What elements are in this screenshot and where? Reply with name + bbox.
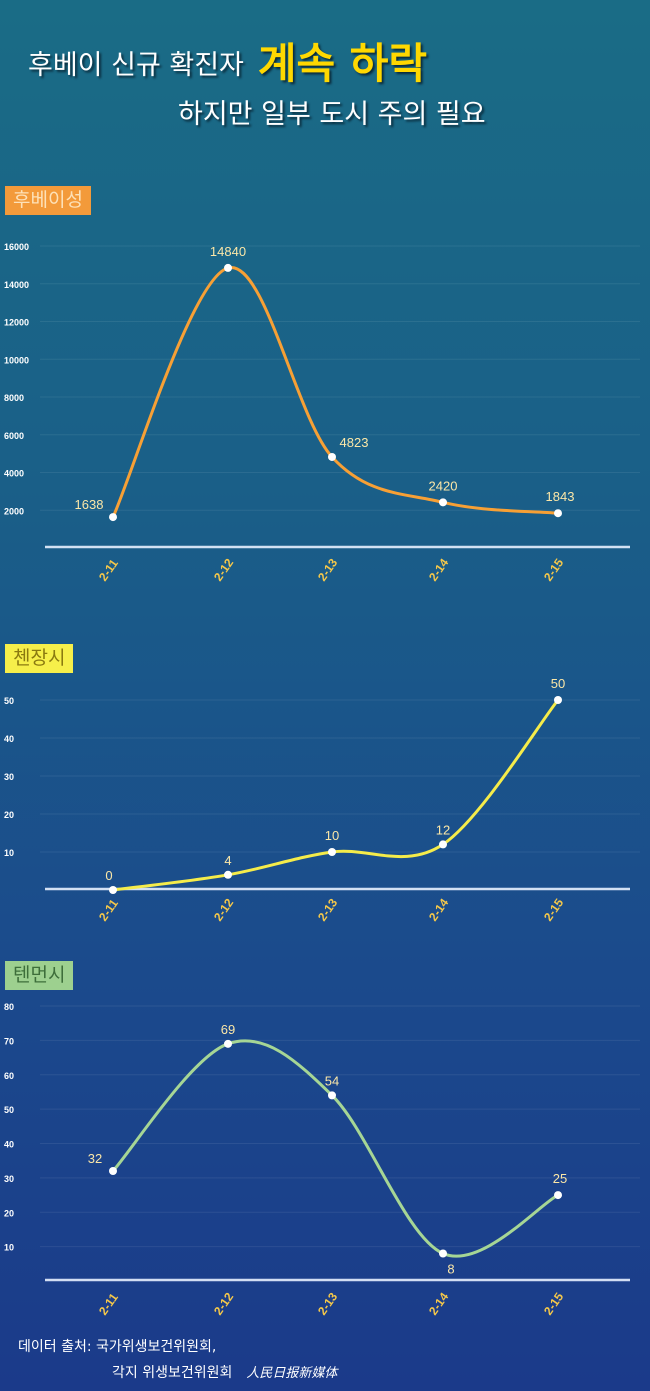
data-point <box>554 1191 562 1200</box>
data-point <box>109 886 117 894</box>
x-tick-label: 2-12 <box>211 556 236 584</box>
data-label: 25 <box>553 1171 567 1186</box>
data-label: 54 <box>325 1073 339 1088</box>
y-tick-label: 20 <box>4 1208 14 1218</box>
data-point <box>554 696 562 704</box>
data-point <box>109 1167 117 1175</box>
source-note: 데이터 출처: 국가위생보건위원회, 각지 위생보건위원회 人民日报新媒体 <box>18 1334 337 1387</box>
chart-title-qianjiang: 첸장시 <box>5 644 74 673</box>
data-label: 1843 <box>546 489 575 504</box>
data-point <box>439 498 447 507</box>
y-tick-label: 50 <box>4 1105 14 1115</box>
headline: 후베이 신규 확진자 계속 하락 <box>28 30 427 91</box>
x-tick-label: 2-14 <box>426 556 451 584</box>
x-tick-label: 2-13 <box>315 896 340 924</box>
x-tick-label: 2-14 <box>426 1290 451 1318</box>
chart-title-tianmen: 텐먼시 <box>5 961 74 990</box>
x-tick-label: 2-15 <box>541 896 566 924</box>
data-label: 32 <box>88 1151 102 1166</box>
data-label: 12 <box>436 822 450 837</box>
x-tick-label: 2-14 <box>426 896 451 924</box>
y-tick-label: 40 <box>4 1140 14 1150</box>
x-tick-label: 2-15 <box>541 1290 566 1318</box>
data-point <box>554 509 562 518</box>
data-label: 1638 <box>75 497 104 512</box>
source-line-1: 데이터 출처: 국가위생보건위원회, <box>18 1339 217 1355</box>
data-label: 4 <box>224 853 231 868</box>
data-point <box>328 452 336 461</box>
x-tick-label: 2-13 <box>315 1290 340 1318</box>
y-tick-label: 16000 <box>4 242 29 252</box>
data-label: 50 <box>551 676 565 691</box>
y-tick-label: 2000 <box>4 506 24 516</box>
y-tick-label: 10 <box>4 848 14 858</box>
y-tick-label: 30 <box>4 1174 14 1184</box>
y-tick-label: 8000 <box>4 393 24 403</box>
y-tick-label: 20 <box>4 810 14 820</box>
data-label: 10 <box>325 828 339 843</box>
data-point <box>439 1249 447 1258</box>
x-tick-label: 2-11 <box>96 896 121 923</box>
data-label: 8 <box>447 1262 454 1277</box>
x-tick-label: 2-13 <box>315 556 340 584</box>
subtitle: 하지만 일부 도시 주의 필요 <box>178 99 486 130</box>
data-point <box>224 263 232 272</box>
x-tick-label: 2-15 <box>541 556 566 584</box>
data-point <box>439 840 447 849</box>
data-point <box>328 848 336 856</box>
x-tick-label: 2-11 <box>96 1290 121 1317</box>
x-tick-label: 2-12 <box>211 1290 236 1318</box>
y-tick-label: 14000 <box>4 280 29 290</box>
y-tick-label: 50 <box>4 696 14 706</box>
y-tick-label: 70 <box>4 1036 14 1046</box>
y-tick-label: 6000 <box>4 431 24 441</box>
data-label: 14840 <box>210 244 246 259</box>
data-label: 2420 <box>429 478 458 493</box>
data-point <box>328 1091 336 1100</box>
x-tick-label: 2-11 <box>96 556 121 583</box>
y-tick-label: 4000 <box>4 469 24 479</box>
y-tick-label: 80 <box>4 1002 14 1012</box>
data-point <box>224 1039 232 1048</box>
logo: 人民日报新媒体 <box>246 1366 338 1381</box>
series-line <box>111 266 559 518</box>
source-line-2: 각지 위생보건위원회 <box>112 1365 233 1381</box>
y-tick-label: 12000 <box>4 318 29 328</box>
data-label: 69 <box>221 1022 235 1037</box>
y-tick-label: 40 <box>4 734 14 744</box>
y-tick-label: 30 <box>4 772 14 782</box>
data-point <box>109 513 117 522</box>
series-line <box>112 699 560 892</box>
data-point <box>224 870 232 879</box>
data-label: 4823 <box>340 435 369 450</box>
y-tick-label: 60 <box>4 1071 14 1081</box>
x-tick-label: 2-12 <box>211 896 236 924</box>
headline-main: 후베이 신규 확진자 <box>28 50 244 81</box>
chart-title-hubei: 후베이성 <box>5 186 91 215</box>
data-label: 0 <box>105 868 112 883</box>
y-tick-label: 10 <box>4 1243 14 1253</box>
y-tick-label: 10000 <box>4 355 29 365</box>
headline-highlight: 계속 하락 <box>257 39 428 88</box>
